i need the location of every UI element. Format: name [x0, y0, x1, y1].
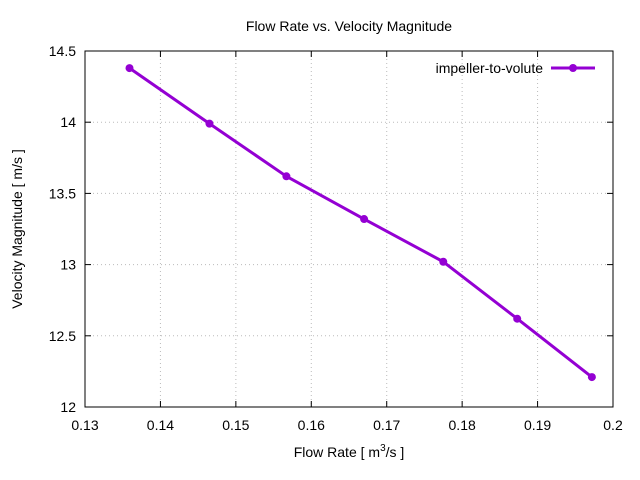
x-tick-label: 0.2	[603, 417, 623, 433]
data-point	[439, 257, 448, 266]
plot-frame	[84, 50, 614, 408]
y-axis-label: Velocity Magnitude [ m/s ]	[9, 149, 25, 309]
axis-ticks	[84, 50, 614, 408]
legend: impeller-to-volute	[436, 60, 595, 76]
x-axis-label: Flow Rate [ m3/s ]	[294, 443, 405, 460]
legend-marker-sample	[569, 64, 577, 72]
x-tick-label: 0.18	[449, 417, 476, 433]
chart-title: Flow Rate vs. Velocity Magnitude	[246, 18, 452, 34]
x-tick-label: 0.16	[298, 417, 325, 433]
x-tick-label: 0.14	[147, 417, 174, 433]
data-point	[587, 373, 596, 382]
data-point	[282, 172, 291, 181]
series-line	[128, 66, 593, 379]
y-tick-label: 12	[60, 399, 76, 415]
y-tick-label: 13	[60, 257, 76, 273]
x-tick-label: 0.19	[524, 417, 551, 433]
data-point	[513, 314, 522, 323]
x-tick-label: 0.13	[71, 417, 98, 433]
x-tick-label: 0.17	[373, 417, 400, 433]
y-tick-label: 13.5	[49, 185, 76, 201]
y-tick-labels: 12 12.5 13 13.5 14 14.5	[49, 43, 76, 415]
y-tick-label: 12.5	[49, 328, 76, 344]
x-tick-label: 0.15	[222, 417, 249, 433]
legend-label: impeller-to-volute	[436, 60, 544, 76]
data-point	[360, 215, 369, 224]
y-tick-label: 14.5	[49, 43, 76, 59]
data-point	[125, 64, 134, 73]
grid-lines	[85, 51, 613, 407]
x-tick-labels: 0.13 0.14 0.15 0.16 0.17 0.18 0.19 0.2	[71, 417, 623, 433]
series-layer	[125, 64, 596, 382]
data-point	[205, 119, 214, 128]
y-tick-label: 14	[60, 114, 76, 130]
